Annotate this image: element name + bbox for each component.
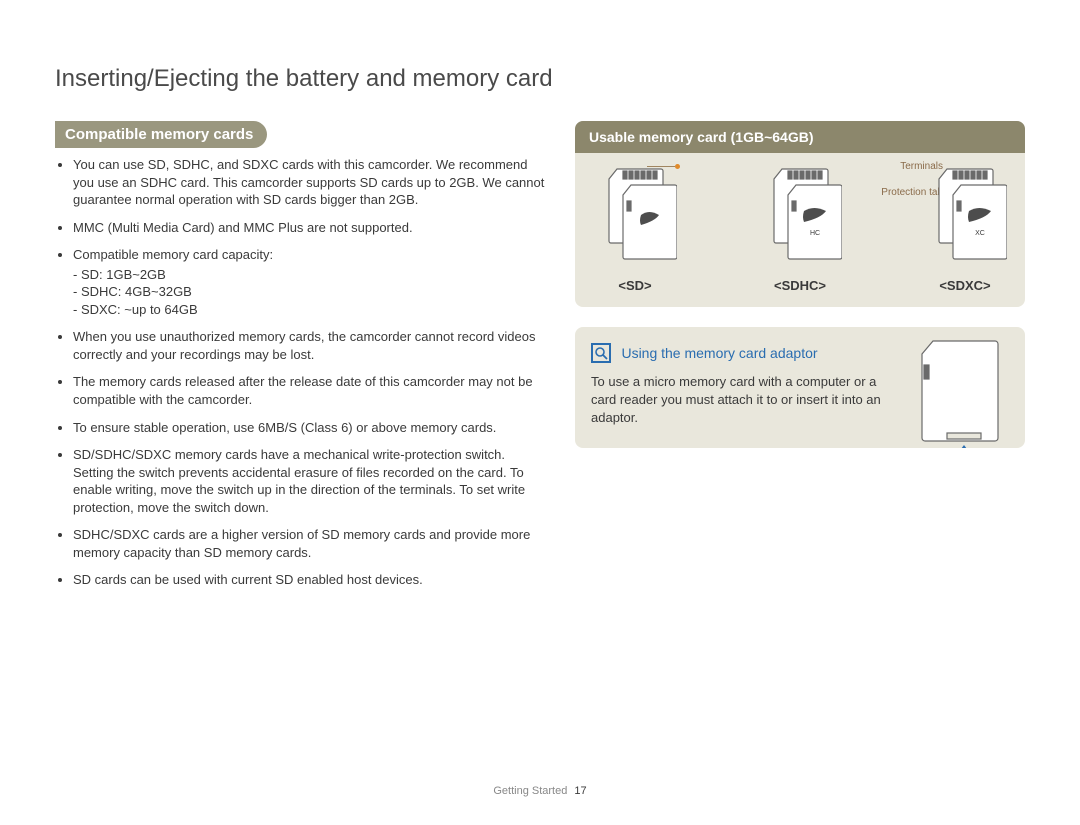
sd-card-group-1: <SD>: [593, 167, 677, 293]
svg-text:HC: HC: [810, 230, 820, 237]
sd-label-1: <SD>: [593, 278, 677, 293]
svg-text:XC: XC: [975, 230, 985, 237]
bullet-subline: - SD: 1GB~2GB: [73, 266, 545, 284]
magnifier-icon: [591, 343, 611, 363]
adaptor-diagram: [905, 337, 1015, 448]
bullet-subline: - SDHC: 4GB~32GB: [73, 283, 545, 301]
section-heading-tab: Compatible memory cards: [55, 121, 267, 148]
bullet-item: SD cards can be used with current SD ena…: [73, 571, 545, 589]
usable-card-box: Usable memory card (1GB~64GB) Terminals …: [575, 121, 1025, 307]
bullet-item: You can use SD, SDHC, and SDXC cards wit…: [73, 156, 545, 209]
sd-card-group-3: XC <SDXC>: [923, 167, 1007, 293]
bullet-subline: - SDXC: ~up to 64GB: [73, 301, 545, 319]
page-number: 17: [574, 785, 586, 797]
usable-card-body: Terminals Protection tab: [575, 153, 1025, 307]
bullet-item: To ensure stable operation, use 6MB/S (C…: [73, 419, 545, 437]
bullet-item: Compatible memory card capacity:- SD: 1G…: [73, 246, 545, 318]
bullet-list: You can use SD, SDHC, and SDXC cards wit…: [55, 156, 545, 589]
bullet-item: MMC (Multi Media Card) and MMC Plus are …: [73, 219, 545, 237]
adaptor-note-box: Using the memory card adaptor To use a m…: [575, 327, 1025, 448]
footer-section: Getting Started: [493, 785, 567, 797]
sdxc-card-icon: XC: [923, 167, 1007, 267]
bullet-item: SDHC/SDXC cards are a higher version of …: [73, 526, 545, 561]
usable-card-header: Usable memory card (1GB~64GB): [575, 121, 1025, 153]
sdhc-card-icon: HC: [758, 167, 842, 267]
bullet-item: SD/SDHC/SDXC memory cards have a mechani…: [73, 446, 545, 516]
bullet-item: The memory cards released after the rele…: [73, 373, 545, 408]
left-column: Compatible memory cards You can use SD, …: [55, 121, 545, 599]
sd-label-3: <SDXC>: [923, 278, 1007, 293]
page-title: Inserting/Ejecting the battery and memor…: [55, 65, 1025, 93]
adaptor-title: Using the memory card adaptor: [621, 345, 817, 361]
right-column: Usable memory card (1GB~64GB) Terminals …: [575, 121, 1025, 599]
sd-label-2: <SDHC>: [758, 278, 842, 293]
bullet-sublines: - SD: 1GB~2GB- SDHC: 4GB~32GB- SDXC: ~up…: [73, 266, 545, 319]
sd-card-group-2: HC <SDHC>: [758, 167, 842, 293]
footer: Getting Started 17: [0, 785, 1080, 797]
bullet-item: When you use unauthorized memory cards, …: [73, 328, 545, 363]
adaptor-text: To use a micro memory card with a comput…: [591, 373, 901, 428]
sd-card-icon: [593, 167, 677, 267]
